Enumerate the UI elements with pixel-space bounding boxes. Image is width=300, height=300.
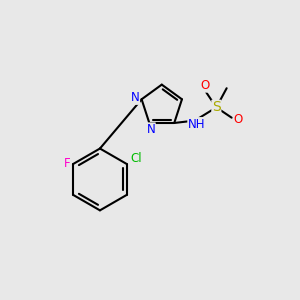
Text: S: S: [212, 100, 221, 114]
Text: NH: NH: [188, 118, 206, 131]
Text: N: N: [131, 91, 140, 104]
Text: O: O: [233, 113, 243, 126]
Text: F: F: [63, 158, 70, 170]
Text: N: N: [146, 123, 155, 136]
Text: O: O: [200, 79, 209, 92]
Text: Cl: Cl: [130, 152, 142, 165]
